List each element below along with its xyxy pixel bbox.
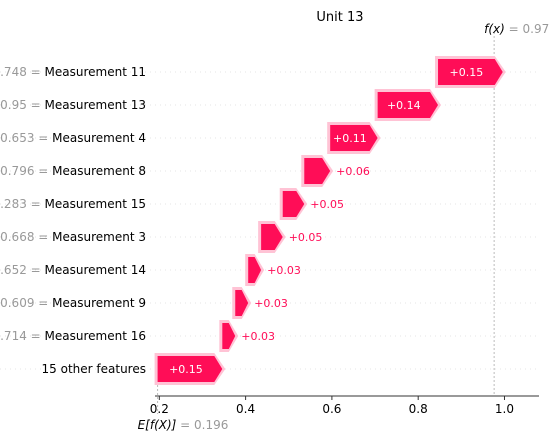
feature-equals: = (27, 65, 45, 79)
bar (330, 125, 378, 151)
feature-label: 0.652 = Measurement 14 (0, 263, 146, 277)
bar-value-label: +0.15 (169, 363, 203, 376)
feature-label: 0.796 = Measurement 8 (0, 164, 146, 178)
feature-name: Measurement 8 (52, 164, 146, 178)
output-annotation: f(x) = 0.976 (484, 22, 550, 36)
feature-equals: = (27, 263, 45, 277)
base-equals: = (176, 418, 194, 432)
feature-name: Measurement 9 (52, 296, 146, 310)
x-tick-label: 0.4 (236, 402, 255, 416)
feature-value: 0.668 (0, 230, 34, 244)
feature-label: 0.653 = Measurement 4 (0, 131, 146, 145)
x-tick-label: 0.6 (322, 402, 341, 416)
feature-equals: = (34, 164, 52, 178)
feature-name: Measurement 14 (45, 263, 146, 277)
feature-label: 0.714 = Measurement 16 (0, 329, 146, 343)
feature-equals: = (27, 98, 45, 112)
bar (282, 191, 305, 217)
feature-value: 0.653 (0, 131, 34, 145)
base-annotation: E[f(X)] = 0.196 (138, 418, 229, 432)
bar (304, 158, 331, 184)
bar-value-label: +0.05 (310, 198, 344, 211)
feature-equals: = (34, 296, 52, 310)
feature-name: Measurement 3 (52, 230, 146, 244)
bar-value-label: +0.05 (289, 231, 323, 244)
feature-label: 15 other features (42, 362, 146, 376)
feature-equals: = (34, 131, 52, 145)
x-tick-label: 1.0 (495, 402, 514, 416)
feature-name: Measurement 13 (45, 98, 146, 112)
output-value: 0.976 (523, 22, 550, 36)
feature-label: 0.283 = Measurement 15 (0, 197, 146, 211)
bar-value-label: +0.14 (387, 99, 421, 112)
x-axis: 0.2 0.4 0.6 0.8 1.0 (150, 395, 539, 416)
feature-value: 0.95 (0, 98, 27, 112)
feature-value: 0.283 (0, 197, 27, 211)
reference-lines (157, 32, 495, 414)
bar-value-label: +0.06 (336, 165, 370, 178)
bar (438, 59, 503, 85)
feature-name: Measurement 15 (45, 197, 146, 211)
bar (248, 257, 262, 283)
feature-name: Measurement 16 (45, 329, 146, 343)
x-tick-label: 0.2 (150, 402, 169, 416)
bar (261, 224, 283, 250)
annotations: f(x) = 0.976 E[f(X)] = 0.196 (138, 22, 550, 432)
bar (377, 92, 439, 118)
output-equals: = (505, 22, 523, 36)
bar-value-label: +0.03 (241, 330, 275, 343)
feature-value: 0.652 (0, 263, 27, 277)
feature-rows: 0.748 = Measurement 11 0.95 = Measurement… (0, 65, 539, 376)
feature-label: 0.95 = Measurement 13 (0, 98, 146, 112)
feature-name: 15 other features (42, 362, 146, 376)
feature-value: 0.748 (0, 65, 27, 79)
output-label: f(x) (484, 22, 505, 36)
bar-value-label: +0.15 (450, 66, 484, 79)
feature-equals: = (27, 329, 45, 343)
feature-value: 0.796 (0, 164, 34, 178)
bar-value-label: +0.03 (267, 264, 301, 277)
x-tick-label: 0.8 (409, 402, 428, 416)
feature-label: 0.748 = Measurement 11 (0, 65, 146, 79)
feature-equals: = (34, 230, 52, 244)
feature-equals: = (27, 197, 45, 211)
feature-label: 0.609 = Measurement 9 (0, 296, 146, 310)
bar (222, 323, 236, 349)
bars: +0.15 +0.14 +0.11 +0.06 +0.05 +0.05 +0.03 +0.03… (154, 56, 506, 385)
chart-title: Unit 13 (316, 10, 363, 25)
base-label: E[f(X)] (138, 418, 177, 432)
base-value: 0.196 (194, 418, 228, 432)
bar (235, 290, 249, 316)
bar-value-label: +0.11 (333, 132, 367, 145)
feature-name: Measurement 4 (52, 131, 146, 145)
feature-value: 0.609 (0, 296, 34, 310)
feature-label: 0.668 = Measurement 3 (0, 230, 146, 244)
bar-value-label: +0.03 (254, 297, 288, 310)
bar (157, 356, 223, 382)
feature-name: Measurement 11 (45, 65, 146, 79)
feature-value: 0.714 (0, 329, 27, 343)
